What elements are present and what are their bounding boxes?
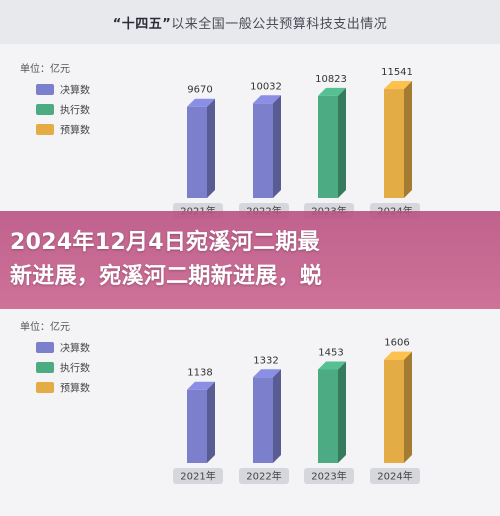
bar-2024年 <box>384 89 404 198</box>
bar-side-2021年 <box>207 381 215 463</box>
bar-2022年 <box>253 377 273 463</box>
category-pill-2023年 <box>304 468 354 484</box>
bar-top-2023年 <box>318 361 346 370</box>
bar-2023年 <box>318 369 338 463</box>
bar-top-2022年 <box>253 95 281 104</box>
chart-title-highlight: “十四五” <box>112 16 172 32</box>
category-label-2022年: 2022年 <box>246 470 281 483</box>
bar-2021年 <box>187 389 207 463</box>
value-label-2021年: 9670 <box>187 85 212 96</box>
bar-2023年 <box>318 95 338 198</box>
bar-top-2024年 <box>384 351 412 360</box>
value-label-2022年: 1332 <box>253 355 278 366</box>
legend-label-final: 决算数 <box>60 342 90 355</box>
value-label-2023年: 1453 <box>318 347 343 358</box>
legend-swatch-final <box>36 84 54 95</box>
bar-top-2021年 <box>187 381 215 390</box>
bar-side-2024年 <box>404 81 412 198</box>
value-label-2022年: 10032 <box>250 81 282 92</box>
bar-side-2023年 <box>338 361 346 463</box>
bar-top-2022年 <box>253 369 281 378</box>
unit-label: 单位：亿元 <box>20 320 70 333</box>
category-label-2021年: 2021年 <box>180 470 215 483</box>
legend-swatch-final <box>36 342 54 353</box>
bar-side-2021年 <box>207 98 215 198</box>
legend-label-executed: 执行数 <box>60 362 90 375</box>
legend-label-final: 决算数 <box>60 84 90 97</box>
chart-title-rest: 以来全国一般公共预算科技支出情况 <box>171 16 388 32</box>
value-label-2023年: 10823 <box>315 74 347 85</box>
bar-top-2023年 <box>318 87 346 96</box>
category-pill-2024年 <box>370 468 420 484</box>
legend-label-budget: 预算数 <box>60 124 90 137</box>
bar-chart-top: 单位：亿元决算数执行数预算数96702021年100322022年1082320… <box>20 62 420 219</box>
legend-swatch-budget <box>36 124 54 135</box>
legend-swatch-executed <box>36 104 54 115</box>
value-label-2024年: 1606 <box>384 338 409 349</box>
bar-top-2021年 <box>187 98 215 107</box>
chart-title-bar: “十四五”以来全国一般公共预算科技支出情况 <box>0 0 500 44</box>
unit-label: 单位：亿元 <box>20 62 70 75</box>
headline-line-2: 新进展，宛溪河二期新进展，蜕 <box>10 264 323 289</box>
legend-swatch-budget <box>36 382 54 393</box>
legend-label-budget: 预算数 <box>60 382 90 395</box>
category-pill-2022年 <box>239 468 289 484</box>
bar-side-2024年 <box>404 351 412 463</box>
bar-2021年 <box>187 106 207 198</box>
legend-label-executed: 执行数 <box>60 104 90 117</box>
bar-side-2022年 <box>273 369 281 463</box>
category-label-2023年: 2023年 <box>311 470 346 483</box>
category-pill-2021年 <box>173 468 223 484</box>
category-label-2024年: 2024年 <box>377 470 412 483</box>
bar-side-2023年 <box>338 87 346 198</box>
value-label-2021年: 1138 <box>187 368 212 379</box>
bar-2024年 <box>384 359 404 463</box>
chart-title: “十四五”以来全国一般公共预算科技支出情况 <box>113 13 388 32</box>
legend-swatch-executed <box>36 362 54 373</box>
bar-top-2024年 <box>384 81 412 90</box>
bar-side-2022年 <box>273 95 281 198</box>
headline-banner: 2024年12月4日宛溪河二期最 新进展，宛溪河二期新进展，蜕 <box>0 211 500 309</box>
bar-2022年 <box>253 103 273 198</box>
value-label-2024年: 11541 <box>381 67 413 78</box>
headline-line-1: 2024年12月4日宛溪河二期最 <box>10 230 320 255</box>
